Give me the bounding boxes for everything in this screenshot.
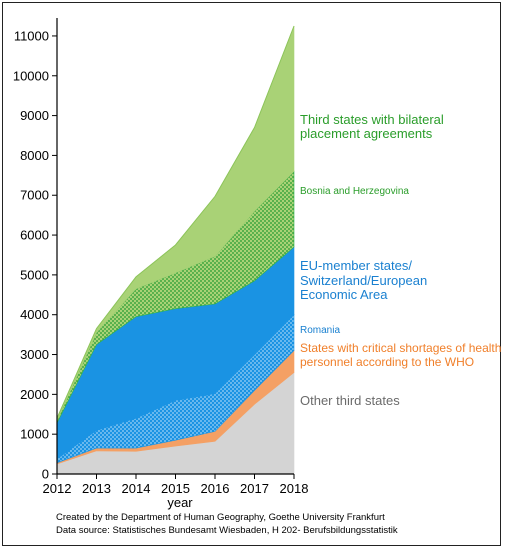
y-tick-label: 0 [42,467,49,482]
y-tick-label: 10000 [13,68,49,83]
area-layer [57,26,294,474]
x-tick-label: 2018 [280,481,309,496]
y-tick-label: 4000 [20,307,49,322]
x-tick-label: 2014 [122,481,151,496]
y-tick-label: 7000 [20,188,49,203]
x-tick-label: 2015 [161,481,190,496]
y-tick-label: 11000 [14,28,49,43]
legend-eu-line2: Switzerland/European [300,273,427,288]
legend-other: Other third states [300,393,400,408]
x-tick-label: 2012 [43,481,72,496]
legend: Third states with bilateral placement ag… [300,112,501,408]
legend-third-states-line2: placement agreements [300,126,433,141]
legend-eu-line3: Economic Area [300,287,388,302]
y-tick-label: 5000 [20,267,49,282]
y-tick-label: 1000 [20,427,49,442]
x-tick-label: 2013 [82,481,111,496]
x-axis-title: year [167,495,193,510]
y-tick-label: 9000 [20,108,49,123]
legend-bosnia: Bosnia and Herzegovina [300,186,409,197]
y-tick-label: 6000 [20,228,49,243]
x-tick-label: 2017 [240,481,269,496]
credit-line-1: Created by the Department of Human Geogr… [56,512,385,523]
credit-line-2: Data source: Statistisches Bundesamt Wie… [56,525,398,536]
y-tick-label: 8000 [20,148,49,163]
legend-eu-line1: EU-member states/ [300,258,412,273]
x-tick-label: 2016 [201,481,230,496]
y-tick-label: 2000 [20,387,49,402]
y-tick-label: 3000 [20,347,49,362]
legend-third-states-line1: Third states with bilateral [300,112,444,127]
legend-who-line2: personnel according to the WHO [300,355,474,369]
legend-romania: Romania [300,325,340,336]
legend-who-line1: States with critical shortages of health [300,341,501,355]
